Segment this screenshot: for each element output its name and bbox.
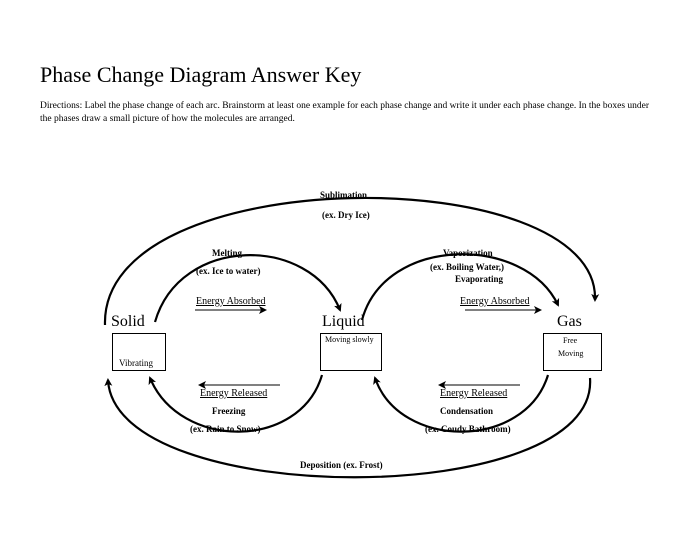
- solid-label: Solid: [111, 313, 145, 331]
- melting-label: Melting: [212, 248, 242, 258]
- gas-label: Gas: [557, 313, 582, 331]
- melting-ex: (ex. Ice to water): [196, 266, 260, 276]
- liquid-label: Liquid: [322, 313, 365, 331]
- vaporization-ex: (ex. Boiling Water,): [430, 262, 504, 272]
- freezing-ex: (ex. Rain to Snow): [190, 424, 261, 434]
- energy-absorbed-right: Energy Absorbed: [460, 296, 530, 307]
- gas-note1: Free: [563, 336, 577, 345]
- sublimation-ex: (ex. Dry Ice): [322, 210, 370, 220]
- deposition-label: Deposition (ex. Frost): [300, 460, 383, 470]
- phase-diagram-svg: [0, 0, 700, 540]
- sublimation-label: Sublimation: [320, 190, 367, 200]
- gas-note2: Moving: [558, 349, 583, 358]
- freezing-label: Freezing: [212, 406, 245, 416]
- energy-released-left: Energy Released: [200, 388, 267, 399]
- vaporization-ex2: Evaporating: [455, 274, 503, 284]
- energy-released-right: Energy Released: [440, 388, 507, 399]
- condensation-label: Condensation: [440, 406, 493, 416]
- liquid-note: Moving slowly: [325, 335, 374, 344]
- condensation-ex: (ex. Coudy Bathroom): [425, 424, 511, 434]
- page: Phase Change Diagram Answer Key Directio…: [0, 0, 700, 540]
- energy-absorbed-left: Energy Absorbed: [196, 296, 266, 307]
- solid-note: Vibrating: [119, 358, 153, 368]
- vaporization-label: Vaporization: [443, 248, 493, 258]
